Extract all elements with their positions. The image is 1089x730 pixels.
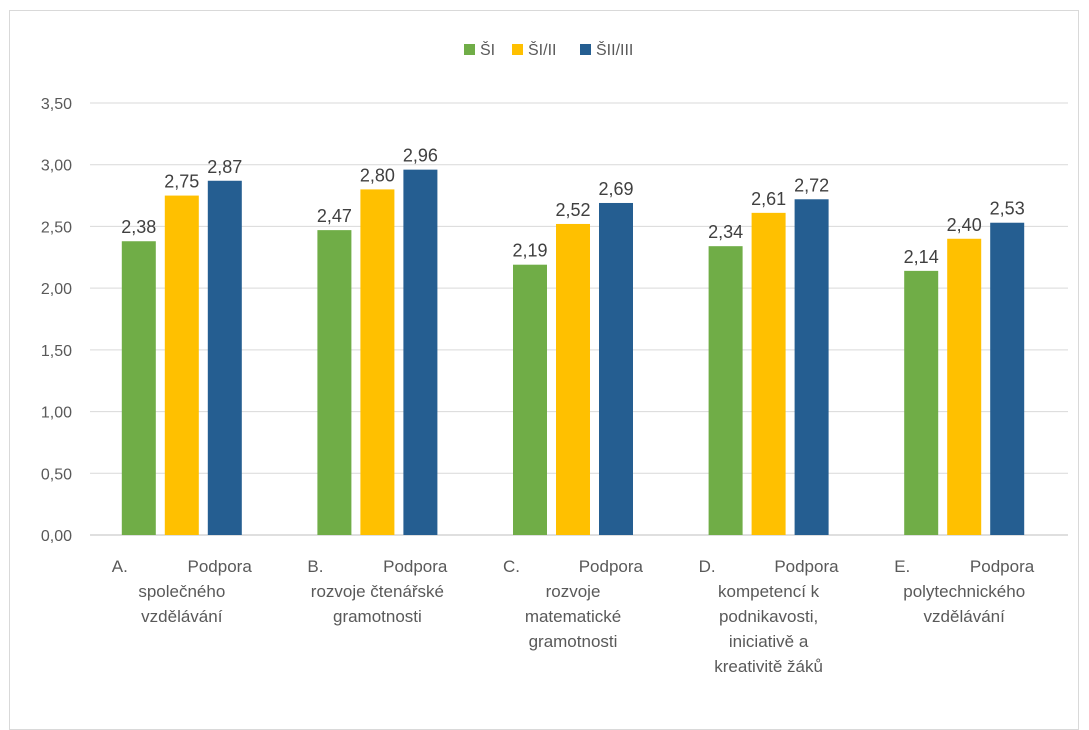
x-tick-label: polytechnického bbox=[903, 582, 1025, 601]
x-tick-label: Podpora bbox=[774, 557, 839, 576]
legend-swatch bbox=[512, 44, 523, 55]
legend: ŠI ŠI/II ŠII/III bbox=[464, 40, 633, 59]
bar bbox=[708, 246, 743, 536]
data-label: 2,75 bbox=[164, 172, 199, 192]
x-tick-label: E. bbox=[894, 557, 910, 576]
bar bbox=[317, 230, 352, 536]
x-tick-label: kompetencí k bbox=[718, 582, 820, 601]
x-tick-label: iniciativě a bbox=[729, 632, 809, 651]
y-tick-label: 0,00 bbox=[41, 528, 72, 545]
data-label: 2,38 bbox=[121, 217, 156, 237]
bars bbox=[121, 169, 1025, 536]
bar bbox=[207, 180, 242, 535]
bar bbox=[990, 222, 1025, 535]
legend-swatch bbox=[464, 44, 475, 55]
y-tick-label: 2,00 bbox=[41, 281, 72, 298]
x-tick-label: Podpora bbox=[383, 557, 448, 576]
y-tick-label: 0,50 bbox=[41, 466, 72, 483]
x-tick-label: C. bbox=[503, 557, 520, 576]
x-tick-label: Podpora bbox=[970, 557, 1035, 576]
chart-border bbox=[9, 10, 1079, 730]
x-tick-label: B. bbox=[307, 557, 323, 576]
x-tick-label: D. bbox=[699, 557, 716, 576]
bar bbox=[403, 169, 438, 535]
x-tick-label: rozvoje bbox=[546, 582, 601, 601]
data-label: 2,40 bbox=[947, 215, 982, 235]
y-tick-label: 3,00 bbox=[41, 158, 72, 175]
bar bbox=[904, 270, 939, 535]
data-label: 2,47 bbox=[317, 206, 352, 226]
data-label: 2,87 bbox=[207, 157, 242, 177]
data-label: 2,14 bbox=[904, 247, 939, 267]
legend-swatch bbox=[580, 44, 591, 55]
data-label: 2,80 bbox=[360, 165, 395, 185]
legend-label: ŠII/III bbox=[596, 40, 633, 59]
bar bbox=[556, 223, 590, 535]
data-labels: 2,38 2,75 2,87 2,47 2,80 2,96 2,19 2,52 2,69 2,34… bbox=[121, 146, 1024, 267]
bar bbox=[360, 189, 395, 535]
y-tick-label: 1,50 bbox=[41, 343, 72, 360]
y-tick-label: 3,50 bbox=[41, 96, 72, 113]
x-tick-label: kreativitě žáků bbox=[714, 657, 823, 676]
x-tick-label: matematické bbox=[525, 607, 621, 626]
data-label: 2,19 bbox=[512, 241, 547, 261]
x-tick-label: Podpora bbox=[579, 557, 644, 576]
data-label: 2,52 bbox=[555, 200, 590, 220]
x-tick-label: rozvoje čtenářské bbox=[311, 582, 444, 601]
data-label: 2,72 bbox=[794, 175, 829, 195]
data-label: 2,96 bbox=[403, 146, 438, 166]
legend-label: ŠI/II bbox=[528, 40, 556, 59]
bar bbox=[599, 202, 633, 535]
data-label: 2,53 bbox=[990, 199, 1025, 219]
x-tick-label: A. bbox=[112, 557, 128, 576]
x-tick-label: podnikavosti, bbox=[719, 607, 818, 626]
data-label: 2,69 bbox=[598, 179, 633, 199]
bar bbox=[947, 238, 982, 535]
bar-chart: 0,00 0,50 1,00 1,50 2,00 2,50 3,00 3,50 2,38 2,7… bbox=[41, 40, 1068, 676]
data-label: 2,34 bbox=[708, 222, 743, 242]
x-tick-label: gramotnosti bbox=[529, 632, 618, 651]
y-tick-label: 1,00 bbox=[41, 405, 72, 422]
x-tick-label: vzdělávání bbox=[141, 607, 223, 626]
bar bbox=[121, 241, 156, 536]
x-tick-label: gramotnosti bbox=[333, 607, 422, 626]
bar bbox=[513, 264, 547, 535]
x-tick-label: vzdělávání bbox=[924, 607, 1006, 626]
bar bbox=[794, 199, 829, 535]
x-tick-label: společného bbox=[138, 582, 225, 601]
data-label: 2,61 bbox=[751, 189, 786, 209]
bar bbox=[164, 195, 199, 536]
bar bbox=[751, 212, 786, 535]
legend-label: ŠI bbox=[480, 40, 495, 59]
y-tick-label: 2,50 bbox=[41, 219, 72, 236]
y-axis: 0,00 0,50 1,00 1,50 2,00 2,50 3,00 3,50 bbox=[41, 96, 72, 545]
chart-frame: 0,00 0,50 1,00 1,50 2,00 2,50 3,00 3,50 2,38 2,7… bbox=[9, 10, 1079, 730]
x-tick-label: Podpora bbox=[188, 557, 253, 576]
x-axis: A. Podpora společného vzdělávání B. Podpora ro… bbox=[112, 557, 1035, 676]
